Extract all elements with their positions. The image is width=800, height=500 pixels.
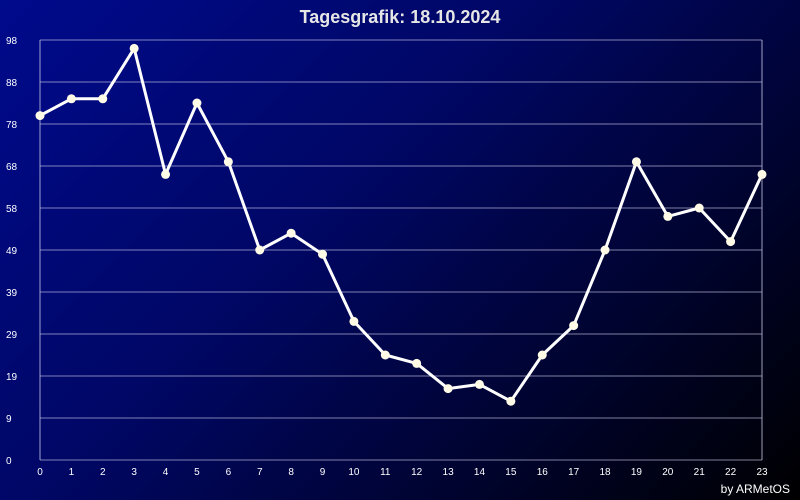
data-point xyxy=(600,245,610,255)
data-point xyxy=(569,321,579,331)
x-tick-label: 2 xyxy=(100,467,106,478)
x-tick-label: 1 xyxy=(69,467,75,478)
data-point xyxy=(506,396,516,406)
data-point xyxy=(694,203,704,213)
x-tick-label: 10 xyxy=(348,467,360,478)
x-tick-label: 15 xyxy=(505,467,517,478)
x-tick-label: 4 xyxy=(163,467,169,478)
data-point xyxy=(192,98,202,108)
data-point xyxy=(129,43,139,53)
data-point xyxy=(537,350,547,360)
data-point xyxy=(412,358,422,368)
data-point xyxy=(631,157,641,167)
x-tick-label: 7 xyxy=(257,467,263,478)
data-point xyxy=(35,111,45,121)
y-tick-label: 19 xyxy=(6,372,18,383)
x-axis-ticks: 0 1 2 3 4 5 6 7 8 9 10 11 12 13 14 15 16 17 18 19 20 21 22 23 xyxy=(37,467,768,478)
x-tick-label: 19 xyxy=(631,467,643,478)
chart-title: Tagesgrafik: 18.10.2024 xyxy=(300,7,501,27)
gridlines xyxy=(39,39,763,461)
x-tick-label: 3 xyxy=(131,467,137,478)
x-tick-label: 22 xyxy=(725,467,737,478)
y-tick-label: 49 xyxy=(6,246,18,257)
data-point xyxy=(161,169,171,179)
data-point xyxy=(380,350,390,360)
y-tick-label: 9 xyxy=(6,414,12,425)
series-layer xyxy=(35,43,767,406)
x-tick-label: 11 xyxy=(380,467,391,478)
x-tick-label: 20 xyxy=(662,467,674,478)
data-point xyxy=(98,94,108,104)
x-tick-label: 5 xyxy=(194,467,200,478)
x-tick-label: 14 xyxy=(474,467,486,478)
x-tick-label: 21 xyxy=(694,467,706,478)
data-point xyxy=(255,245,265,255)
data-point xyxy=(318,249,328,259)
x-tick-label: 18 xyxy=(599,467,611,478)
data-point xyxy=(663,211,673,221)
y-tick-label: 68 xyxy=(6,162,18,173)
x-tick-label: 23 xyxy=(756,467,768,478)
x-tick-label: 6 xyxy=(226,467,232,478)
y-tick-label: 29 xyxy=(6,330,18,341)
x-tick-label: 16 xyxy=(537,467,549,478)
x-tick-label: 17 xyxy=(568,467,580,478)
credit-label: by ARMetOS xyxy=(721,482,790,496)
y-tick-label: 78 xyxy=(6,120,18,131)
y-tick-label: 39 xyxy=(6,288,18,299)
data-point xyxy=(726,237,736,247)
data-point xyxy=(443,384,453,394)
x-tick-label: 9 xyxy=(320,467,326,478)
x-tick-label: 8 xyxy=(288,467,294,478)
data-point xyxy=(349,316,359,326)
data-point xyxy=(757,169,767,179)
data-point xyxy=(223,157,233,167)
data-point xyxy=(66,94,76,104)
data-point xyxy=(286,228,296,238)
data-point xyxy=(474,379,484,389)
y-tick-label: 58 xyxy=(6,204,18,215)
x-tick-label: 0 xyxy=(37,467,43,478)
x-tick-label: 12 xyxy=(411,467,423,478)
y-tick-label: 0 xyxy=(6,456,12,467)
x-tick-label: 13 xyxy=(443,467,455,478)
y-tick-label: 98 xyxy=(6,36,18,47)
y-axis-ticks: 0 9 19 29 39 49 58 68 78 88 98 xyxy=(6,36,18,467)
y-tick-label: 88 xyxy=(6,78,18,89)
series-line xyxy=(39,46,764,403)
